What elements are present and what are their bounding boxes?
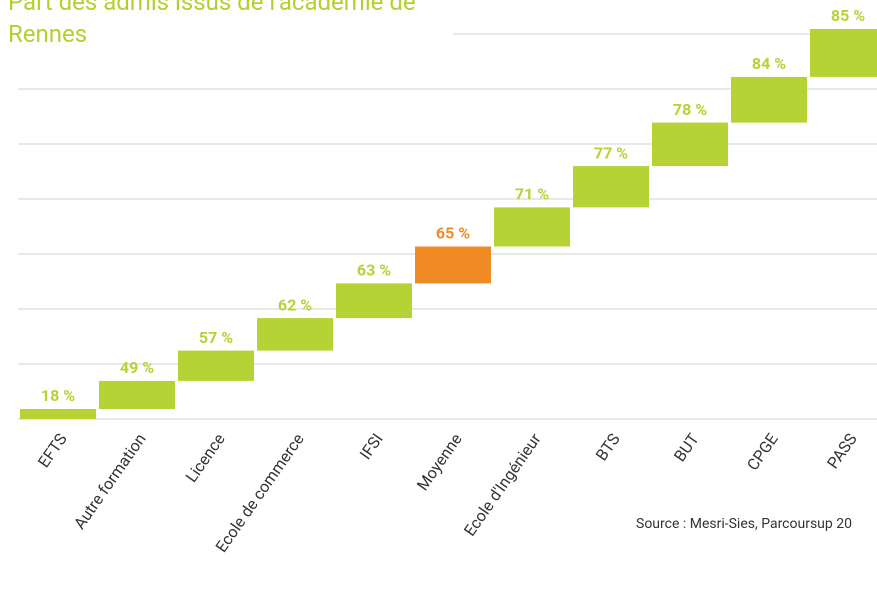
- bar: [494, 207, 570, 247]
- value-label: 63 %: [357, 261, 391, 280]
- x-tick-label: EFTS: [34, 430, 71, 471]
- bar: [336, 283, 412, 319]
- x-tick-label: IFSI: [356, 430, 387, 463]
- chart-title: Part des admis issus de l'académie de Re…: [8, 0, 416, 48]
- bar: [573, 166, 649, 208]
- bar: [178, 350, 254, 381]
- bar: [810, 29, 877, 77]
- x-tick-label: Autre formation: [70, 430, 150, 533]
- x-tick-label: Ecole d'Ingénieur: [460, 429, 545, 539]
- value-label: 62 %: [278, 295, 312, 314]
- x-tick-label: BUT: [670, 429, 703, 465]
- x-tick-label: PASS: [823, 430, 861, 472]
- bar: [415, 246, 491, 284]
- bar: [257, 318, 333, 351]
- x-tick-label: BTS: [592, 430, 624, 464]
- value-label: 65 %: [436, 224, 470, 243]
- x-tick-label: Ecole de commerce: [212, 430, 308, 556]
- bar: [731, 76, 807, 123]
- bar: [652, 122, 728, 167]
- bar: [99, 380, 175, 409]
- x-tick-label: Moyenne: [413, 430, 466, 494]
- value-label: 78 %: [673, 100, 707, 119]
- bar: [20, 409, 96, 419]
- x-tick-label: CPGE: [743, 430, 782, 474]
- value-label: 57 %: [199, 328, 233, 347]
- value-label: 77 %: [594, 143, 628, 162]
- value-label: 84 %: [752, 54, 786, 73]
- source-note: Source : Mesri-Sies, Parcoursup 20: [636, 516, 852, 532]
- value-label: 18 %: [41, 386, 75, 405]
- value-label: 71 %: [515, 185, 549, 204]
- value-label: 85 %: [831, 6, 865, 25]
- x-tick-label: Licence: [182, 430, 229, 486]
- value-label: 49 %: [120, 358, 154, 377]
